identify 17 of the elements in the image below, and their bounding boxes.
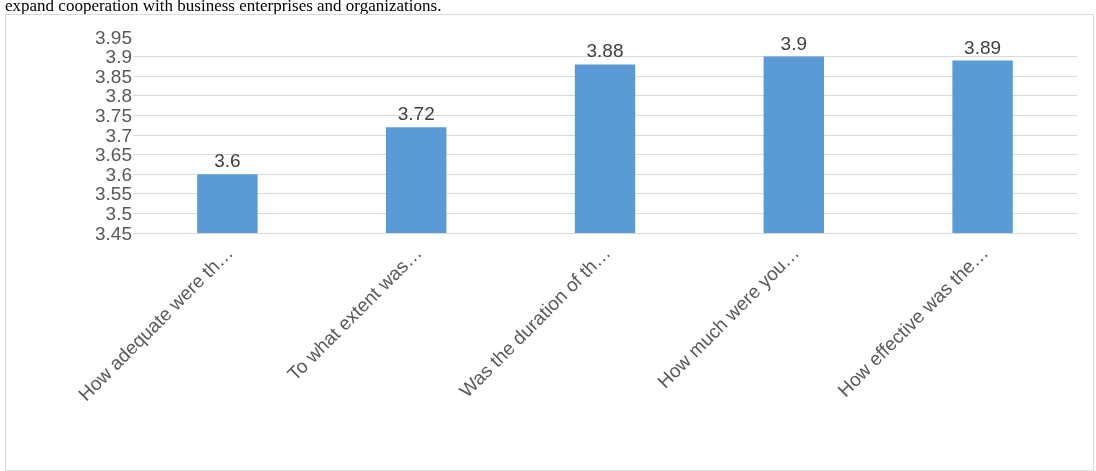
data-label: 3.9 xyxy=(780,32,808,54)
y-tick-label: 3.6 xyxy=(105,163,132,185)
data-label: 3.72 xyxy=(397,103,435,125)
y-tick-label: 3.95 xyxy=(95,26,132,48)
y-tick-label: 3.5 xyxy=(105,203,132,225)
y-tick-label: 3.55 xyxy=(95,183,132,205)
y-tick-label: 3.85 xyxy=(95,65,132,87)
y-tick-label: 3.65 xyxy=(95,144,132,166)
text: expand cooperation with business enterprises and organizations. xyxy=(5,0,442,15)
y-tick-label: 3.45 xyxy=(95,222,132,244)
y-tick-label: 3.75 xyxy=(95,105,132,127)
y-tick-label: 3.8 xyxy=(105,85,132,107)
data-label: 3.6 xyxy=(214,150,241,172)
data-label: 3.89 xyxy=(964,36,1002,58)
data-label: 3.88 xyxy=(586,40,624,62)
y-tick-label: 3.7 xyxy=(105,124,132,146)
y-tick-label: 3.9 xyxy=(105,46,132,68)
